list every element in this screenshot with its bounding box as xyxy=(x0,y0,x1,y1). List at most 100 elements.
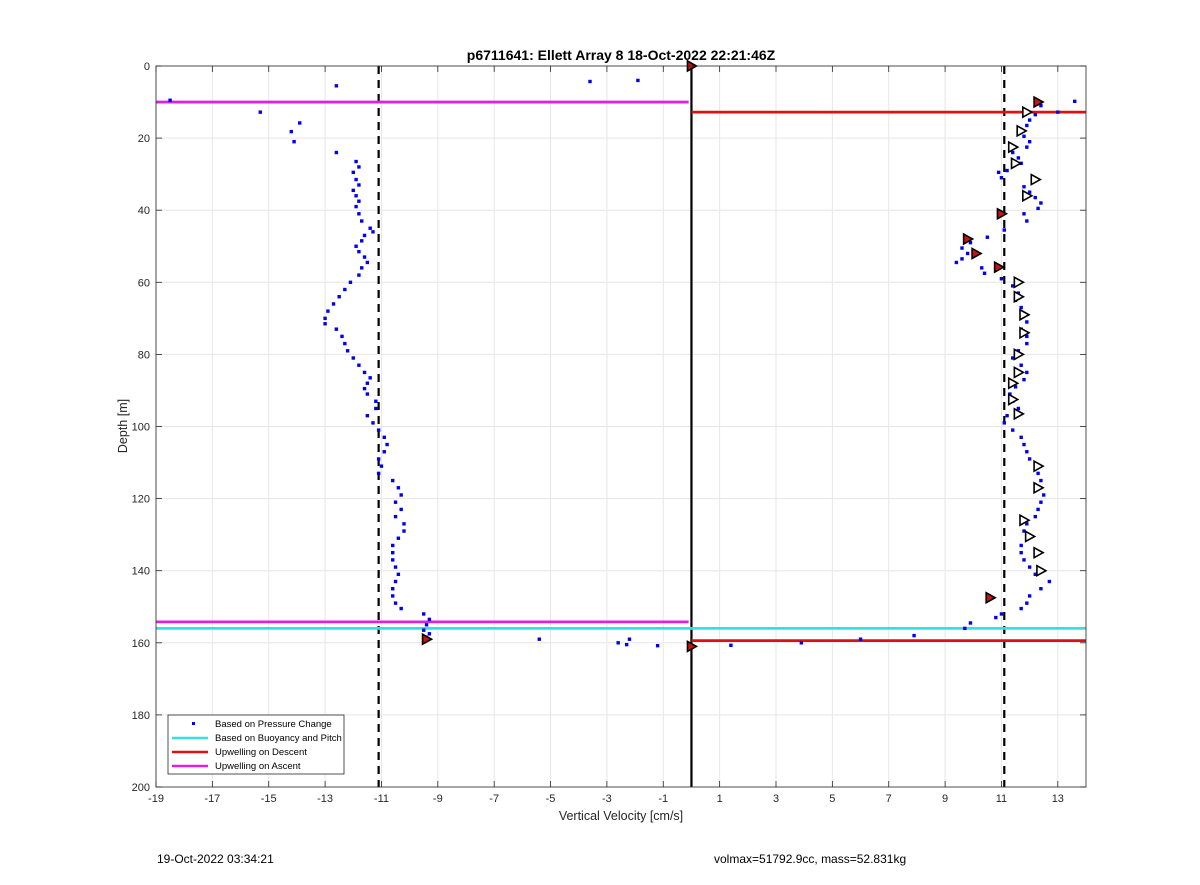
pressure-point xyxy=(354,159,358,164)
triangle-marker xyxy=(1019,513,1031,527)
pressure-point xyxy=(799,641,804,645)
pressure-point xyxy=(616,641,620,645)
triangle-marker xyxy=(1013,275,1026,289)
triangle-marker xyxy=(1030,173,1042,186)
pressure-point xyxy=(1039,587,1043,591)
x-tick-label: -11 xyxy=(374,793,389,805)
y-tick-label: 100 xyxy=(132,422,150,434)
pressure-point xyxy=(391,587,395,591)
pressure-point xyxy=(399,606,403,611)
pressure-point xyxy=(422,628,426,632)
y-tick-label: 140 xyxy=(132,566,150,578)
pressure-point xyxy=(1039,201,1043,205)
pressure-point xyxy=(1002,421,1006,425)
pressure-point xyxy=(985,235,990,239)
pressure-point xyxy=(1036,471,1040,476)
pressure-point xyxy=(1033,572,1037,577)
pressure-point xyxy=(365,260,370,265)
x-tick-label: 11 xyxy=(996,793,1007,805)
pressure-point xyxy=(360,266,364,270)
pressure-point xyxy=(1011,356,1015,360)
pressure-point xyxy=(858,637,863,641)
pressure-point xyxy=(965,251,970,256)
pressure-point xyxy=(968,240,973,245)
pressure-point xyxy=(960,246,964,250)
triangle-marker-filled xyxy=(985,591,997,605)
pressure-point xyxy=(298,121,302,125)
pressure-point xyxy=(999,176,1004,180)
pressure-point xyxy=(1039,500,1043,504)
pressure-point xyxy=(354,244,358,248)
x-tick-label: -1 xyxy=(658,793,668,805)
pressure-point xyxy=(1022,377,1026,382)
pressure-point xyxy=(1025,145,1029,149)
pressure-point xyxy=(362,386,367,391)
triangle-marker xyxy=(1013,290,1026,304)
pressure-point xyxy=(258,110,262,114)
pressure-point xyxy=(343,341,347,346)
pressure-point xyxy=(1036,206,1040,211)
pressure-point xyxy=(1025,341,1029,346)
pressure-point xyxy=(323,316,327,321)
triangle-marker xyxy=(1016,124,1028,138)
pressure-point xyxy=(1025,370,1029,375)
pressure-point xyxy=(351,188,355,193)
pressure-point xyxy=(1033,195,1037,200)
pressure-point xyxy=(382,435,386,440)
pressure-point xyxy=(393,601,398,605)
pressure-point xyxy=(402,529,406,533)
legend-entry-pressure: Based on Pressure Change xyxy=(192,719,332,730)
x-tick-label: 3 xyxy=(773,793,779,805)
pressure-point xyxy=(326,309,330,313)
x-tick-label: -13 xyxy=(317,793,333,805)
pressure-point xyxy=(422,612,426,616)
triangle-marker-filled xyxy=(421,632,434,646)
pressure-point xyxy=(393,514,398,519)
pressure-point xyxy=(351,170,355,175)
pressure-point xyxy=(1036,507,1040,512)
triangle-marker-filled xyxy=(1033,95,1045,109)
triangle-marker-filled xyxy=(971,247,983,260)
pressure-point xyxy=(1022,558,1026,562)
pressure-point xyxy=(1011,284,1015,288)
triangle-marker xyxy=(1007,140,1020,154)
y-tick-label: 180 xyxy=(132,710,150,722)
x-tick-label: -9 xyxy=(433,793,443,805)
pressure-point xyxy=(1016,406,1021,411)
pressure-point xyxy=(627,637,632,641)
triangle-marker-filled xyxy=(993,260,1006,274)
pressure-point xyxy=(360,219,364,223)
y-axis-label: Depth [m] xyxy=(116,399,130,453)
triangle-marker xyxy=(1007,376,1020,390)
pressure-point xyxy=(399,493,403,497)
pressure-point xyxy=(357,249,361,254)
pressure-point xyxy=(385,442,389,447)
pressure-point xyxy=(357,273,361,277)
pressure-point xyxy=(1011,150,1015,155)
triangle-marker xyxy=(1033,459,1045,473)
pressure-point xyxy=(1025,522,1029,526)
pressure-point xyxy=(424,623,429,627)
pressure-point xyxy=(1027,457,1032,461)
triangle-marker xyxy=(1024,530,1037,543)
legend-entry-ascent: Upwelling on Ascent xyxy=(172,761,301,772)
pressure-point xyxy=(399,507,403,512)
y-tick-label: 80 xyxy=(138,349,150,361)
pressure-point xyxy=(289,129,293,134)
pressure-point xyxy=(357,199,361,203)
pressure-point xyxy=(365,392,370,396)
y-tick-label: 40 xyxy=(138,205,150,217)
pressure-point xyxy=(1025,219,1029,223)
pressure-point xyxy=(393,579,398,584)
pressure-point xyxy=(391,550,395,555)
pressure-point xyxy=(1025,320,1029,324)
triangle-marker xyxy=(1036,564,1048,578)
pressure-point xyxy=(624,642,629,647)
pressure-point xyxy=(391,558,395,562)
pressure-point xyxy=(368,226,372,230)
pressure-point xyxy=(537,637,541,641)
legend-label-pressure: Based on Pressure Change xyxy=(215,719,332,730)
pressure-point xyxy=(292,140,296,144)
y-axis-ticks: 0 20 40 60 80 100 120 140 160 180 200 xyxy=(132,61,1086,794)
x-axis-ticks: -19 -17 -15 -13 -11 -9 -7 -5 -3 -1 1 3 5 7 9 11 13 xyxy=(148,66,1064,805)
